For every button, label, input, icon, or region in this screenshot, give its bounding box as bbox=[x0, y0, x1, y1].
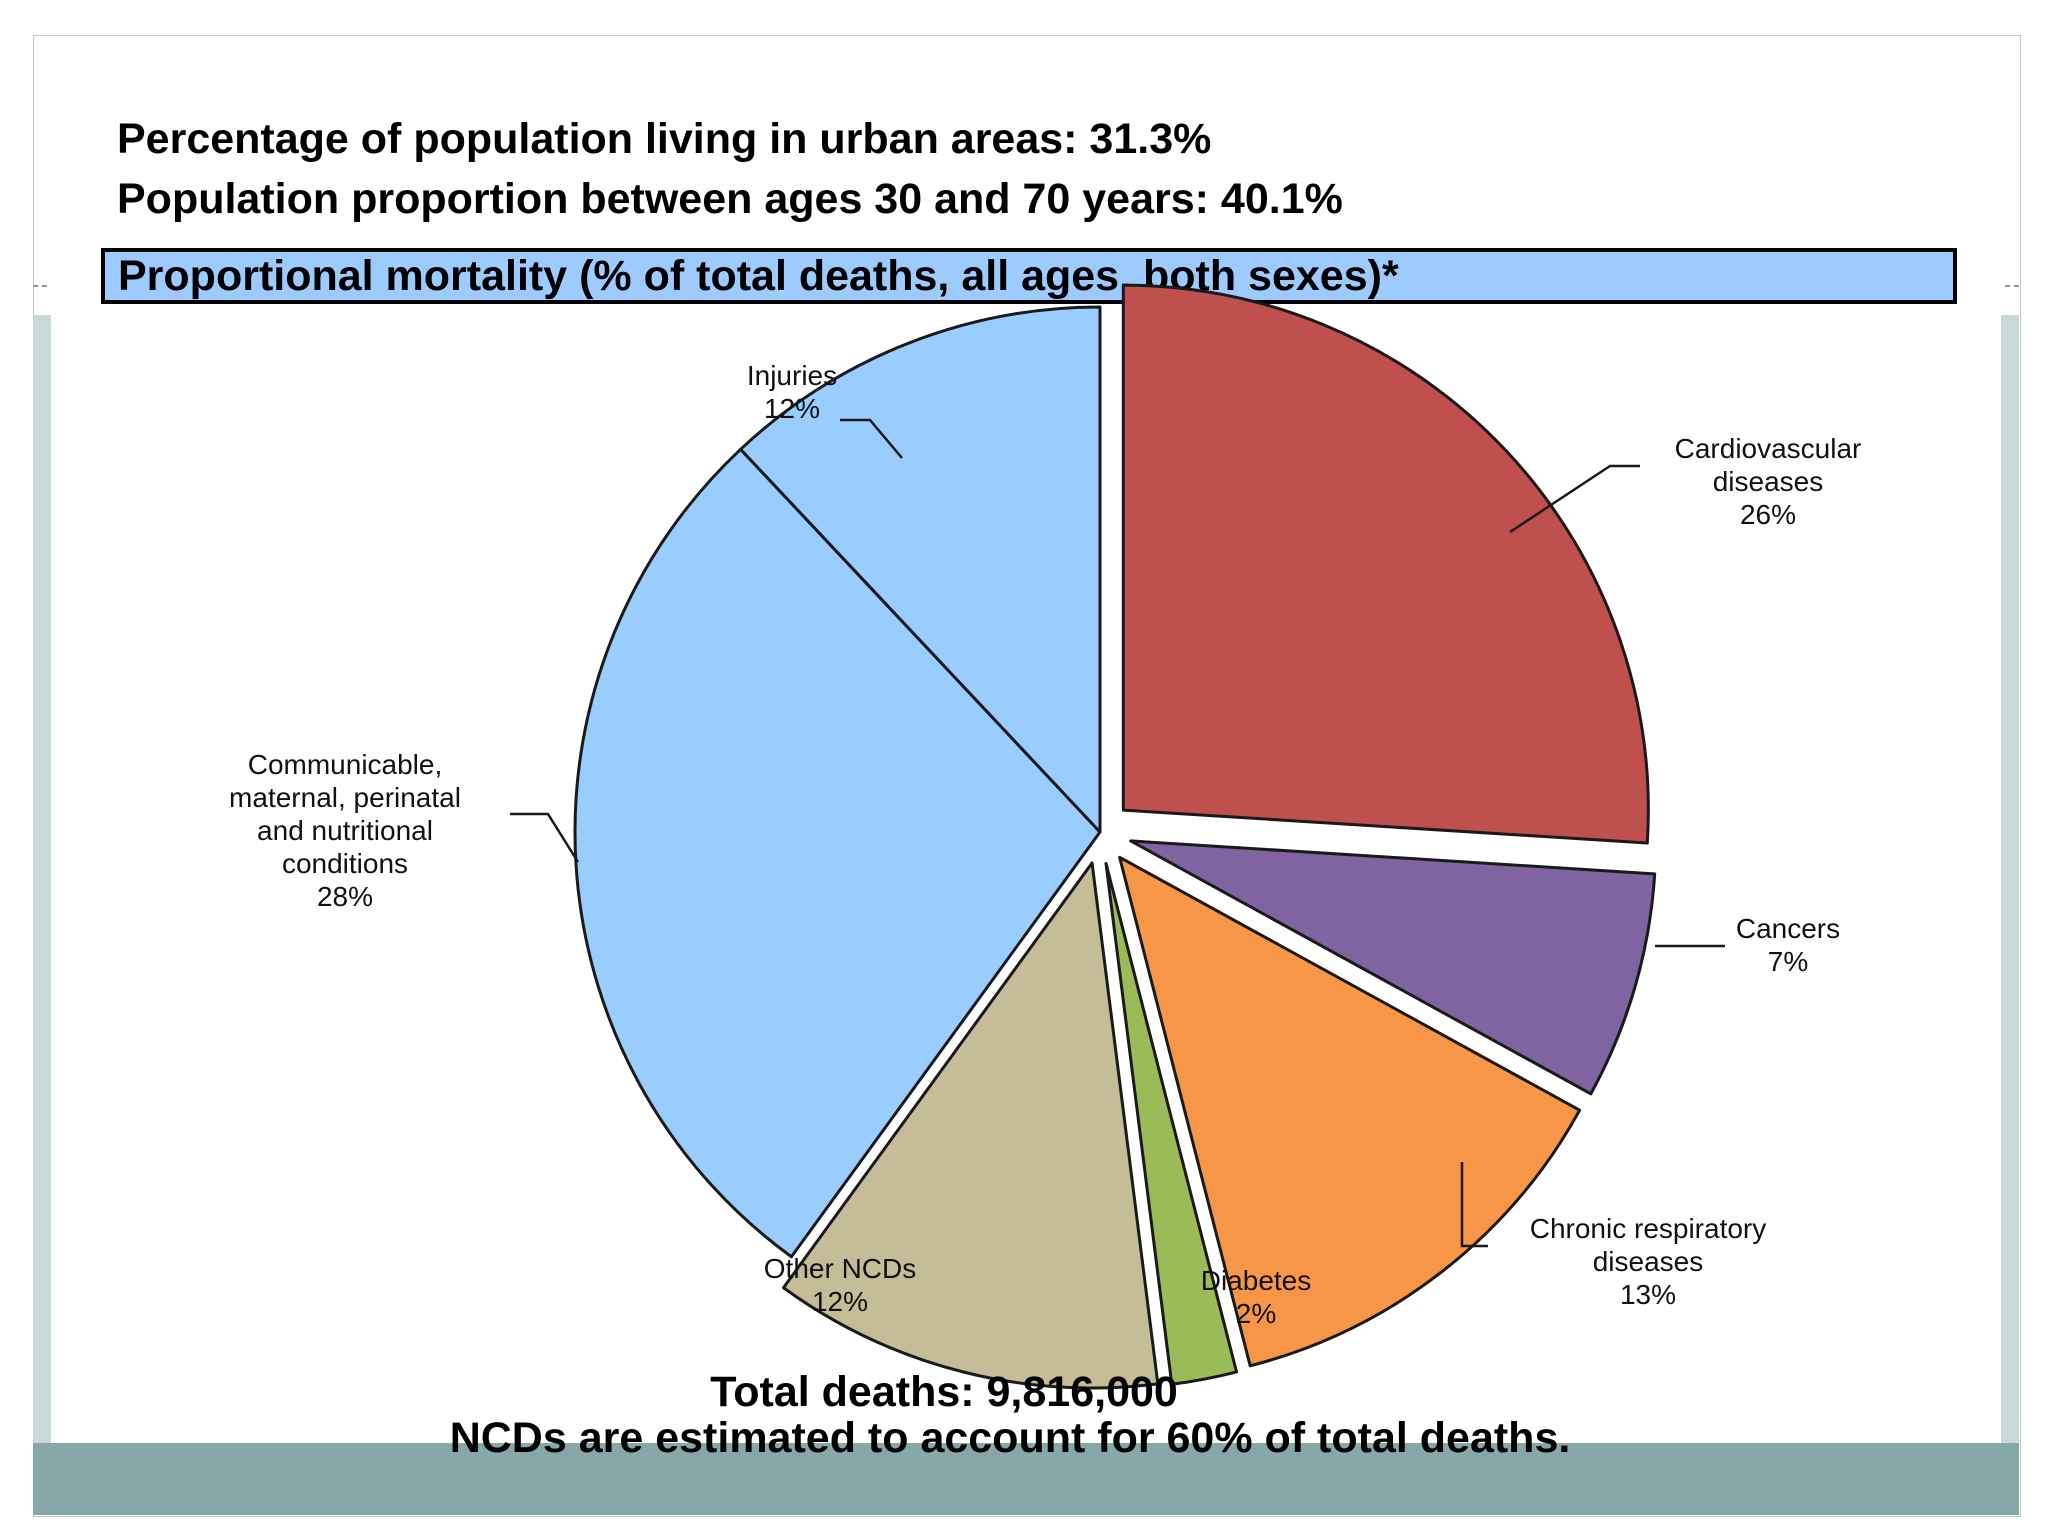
divider-left bbox=[33, 285, 47, 287]
pie-slice-cardiovascular-diseases bbox=[1121, 283, 1650, 845]
mortality-banner: Proportional mortality (% of total death… bbox=[101, 248, 1957, 304]
pie-slice-chronic-respiratory-diseases bbox=[1118, 855, 1582, 1368]
slice-label-6: Injuries 12% bbox=[747, 360, 837, 424]
leader-line-2 bbox=[1460, 1162, 1488, 1248]
divider-right bbox=[2005, 285, 2019, 287]
pie-slice-cancers bbox=[1129, 839, 1657, 1096]
age-proportion-stat: Population proportion between ages 30 an… bbox=[117, 175, 1343, 223]
leader-line-6 bbox=[840, 418, 903, 459]
leader-line-0 bbox=[1509, 464, 1640, 534]
urban-population-stat: Percentage of population living in urban… bbox=[117, 115, 1212, 163]
slide-right-bar bbox=[2001, 315, 2019, 1515]
slide-left-bar bbox=[33, 315, 51, 1515]
total-deaths: Total deaths: 9,816,000 bbox=[710, 1368, 1178, 1416]
ncd-note: NCDs are estimated to account for 60% of… bbox=[449, 1414, 1571, 1462]
slide-bottom-bar bbox=[33, 1443, 2019, 1515]
slice-label-3: Diabetes 2% bbox=[1201, 1265, 1312, 1329]
slice-label-5: Communicable, maternal, perinatal and nutr… bbox=[229, 749, 461, 912]
slice-label-2: Chronic respiratory diseases 13% bbox=[1530, 1213, 1767, 1310]
leader-line-5 bbox=[510, 812, 580, 863]
slice-label-0: Cardiovascular diseases 26% bbox=[1675, 433, 1862, 530]
slice-label-4: Other NCDs 12% bbox=[764, 1253, 916, 1317]
pie-slice-diabetes bbox=[1104, 861, 1239, 1386]
pie-slice-other-ncds bbox=[781, 861, 1160, 1390]
pie-slice-communicable-maternal-perinatal-and-nutritional-conditions bbox=[573, 447, 1102, 1259]
slice-label-1: Cancers 7% bbox=[1736, 913, 1840, 977]
pie-slice-injuries bbox=[739, 305, 1102, 834]
